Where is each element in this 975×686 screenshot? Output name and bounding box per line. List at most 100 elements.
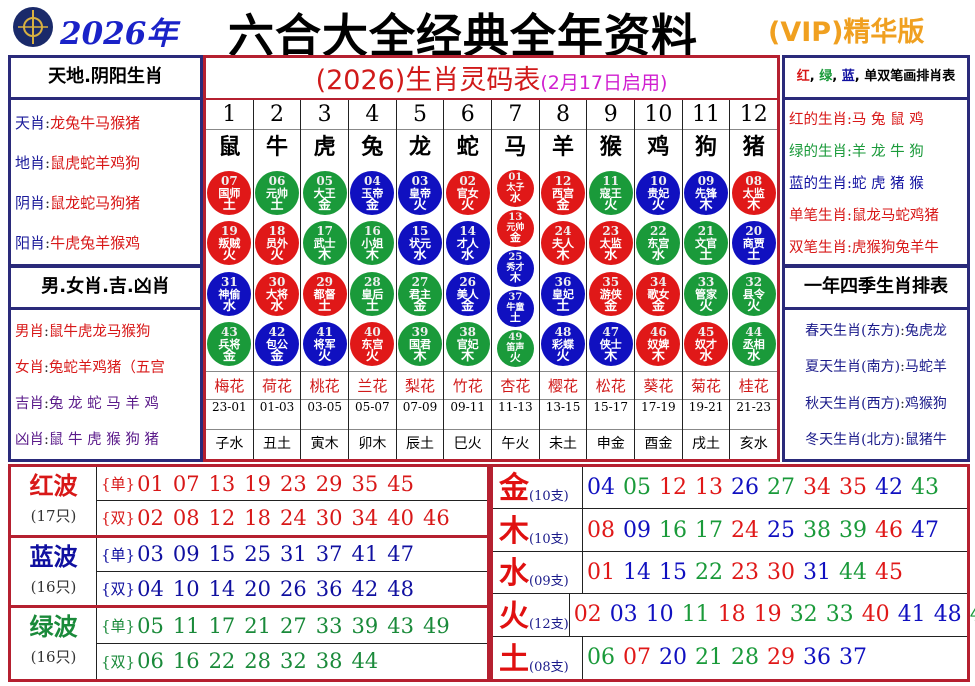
ball-element: 土 [270,198,284,214]
flower-name: 荷花 [253,371,301,400]
panel-row: 绿的生肖:羊 龙 牛 狗 [789,140,963,161]
element-number: 09 [623,517,651,543]
ball-title: 游侠 [599,287,622,301]
zodiac-column: 9 猴 11 寇王火 23 太监水 35 游侠金 47 侠士木松花 15-17 申金 [587,100,636,459]
element-label: 金 (10支) [493,467,583,509]
number-ball: 27 君主金 [398,271,443,316]
ball-number: 19 [220,224,238,239]
element-name: 土 [499,641,529,677]
row-value: 鼠猪牛 [904,431,947,448]
element-number: 26 [731,475,759,501]
element-number: 36 [803,645,831,671]
wave-number: 09 [172,542,200,567]
element-name: 火 [499,598,529,634]
wave-number: 14 [208,576,236,601]
column-number: 2 [253,100,301,130]
wave-line-odd: {单} 05 11 17 21 27 33 39 43 49 [97,608,487,644]
ball-title: 才人 [456,237,479,251]
earthly-branch: 辰土 [406,436,435,452]
row-colon: : [45,153,51,172]
ball-title: 兵将 [218,337,241,351]
number-ball: 36 皇妃土 [541,271,586,316]
ball-list: 01 太子水 13 元帅金 25 秀才木 37 牛童土 49 笛声火 [492,166,539,371]
flower-name: 菊花 [682,371,730,400]
title-green: 绿 [819,69,833,84]
panel-row: 阳肖:牛虎兔羊猴鸡 [15,232,196,253]
earthly-branch: 申金 [596,436,625,452]
ball-element: 金 [270,348,284,364]
ball-number: 21 [697,224,715,239]
zodiac-name: 鼠 [218,135,241,160]
wave-number: 39 [351,613,379,638]
row-value: 虎猴狗兔羊牛 [851,239,939,256]
number-ball: 05 大王金 [302,171,347,216]
ball-list: 04 玉帝金 16 小姐木 28 皇后土 40 东宫火 [349,166,396,371]
ball-title: 县令 [742,287,765,301]
element-number: 46 [875,517,903,543]
zodiac-name: 兔 [361,135,384,160]
number-ball: 34 歌女金 [636,271,681,316]
ball-number: 40 [363,324,381,339]
column-number: 10 [635,100,682,130]
wave-label: 绿波 (16只) [11,608,97,679]
element-number: 40 [861,602,890,628]
ball-title: 丞相 [742,337,765,351]
row-colon: : [44,396,49,413]
ball-element: 木 [604,348,618,364]
number-ball: 03 皇帝火 [398,171,443,216]
number-ball: 10 贵妃火 [636,171,681,216]
element-number: 44 [839,559,867,585]
ball-title: 东宫 [361,337,384,351]
element-number: 29 [767,645,795,671]
element-number: 11 [681,602,710,628]
panel-row: 男肖:鼠牛虎龙马猴狗 [15,320,196,341]
element-number: 05 [623,475,651,501]
number-ball: 25 秀才木 [496,249,534,287]
row-value: 牛虎兔羊猴鸡 [50,233,141,252]
ball-element: 水 [747,348,761,364]
ball-element: 水 [461,248,475,264]
wave-row: 蓝波 (16只) {单} 03 09 15 25 31 37 41 47 {双} 04 10 14 20 26 3… [11,537,487,609]
zodiac-column: 8 羊 12 西宫金 24 夫人木 36 皇妃土 48 彩蝶火樱花 13-15 未土 [539,100,588,459]
zodiac-column: 6 蛇 02 官女火 14 才人水 26 美人金 38 官妃木竹花 09-11 巳火 [444,100,493,459]
wave-number: 46 [422,505,450,530]
number-ball: 11 寇王火 [588,171,633,216]
zodiac-name: 羊 [552,135,575,160]
ball-number: 31 [220,274,238,289]
wave-count: (17只) [30,507,77,525]
ball-list: 08 太监木 20 商贾土 32 县令火 44 丞相水 [730,166,777,371]
ball-title: 皇帝 [409,187,432,201]
number-ball: 06 元帅土 [255,171,299,216]
ball-element: 金 [365,198,379,214]
wave-number: 41 [351,542,379,567]
ball-element: 火 [699,298,713,314]
logo-icon [13,7,53,47]
column-number: 6 [444,100,492,130]
number-ball: 39 国君木 [398,321,443,366]
wave-number: 20 [244,576,272,601]
ball-title: 歌女 [647,287,670,301]
ball-element: 金 [222,348,236,364]
element-numbers: 04 05 12 13 26 27 34 35 42 43 [583,467,967,508]
hour-range: 11-13 [492,400,539,430]
element-row: 水 (09支) 01 14 15 22 23 30 31 44 45 [493,551,967,595]
element-number: 02 [573,602,602,628]
element-row: 金 (10支) 04 05 12 13 26 27 34 35 42 43 [493,467,967,510]
ball-element: 木 [509,270,521,284]
element-number: 27 [767,475,795,501]
row-colon: : [847,207,852,224]
wave-number: 21 [244,613,272,638]
element-number: 23 [731,559,759,585]
zodiac-column: 10 鸡 10 贵妃火 22 东宫水 34 歌女金 46 奴婢木葵花 17-19 酉金 [635,100,683,459]
zodiac-column: 1 鼠 07 国师土 19 叛贼火 31 神偷水 43 兵将金梅花 23-01 子水 [206,100,254,459]
number-ball: 16 小姐木 [350,221,395,266]
ball-title: 太监 [742,187,765,201]
element-number: 22 [695,559,723,585]
wave-number: 12 [208,505,236,530]
ball-title: 都督 [313,287,336,301]
ball-number: 30 [268,274,286,289]
earthly-branch: 丑土 [263,436,291,452]
row-value: 鼠 牛 虎 猴 狗 猪 [48,432,159,449]
flower-name: 桂花 [730,371,778,400]
element-number: 18 [717,602,746,628]
